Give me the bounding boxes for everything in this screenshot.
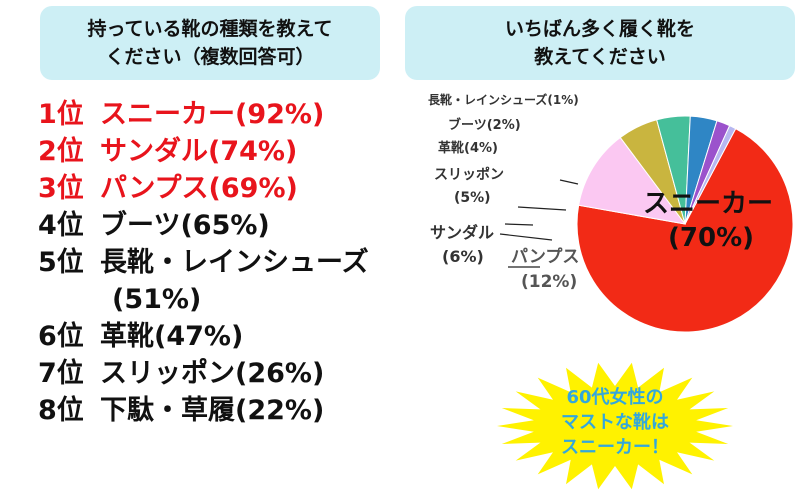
rank-label: 下駄・草履(22%): [100, 395, 325, 426]
rank-label: パンプス(69%): [100, 173, 298, 204]
sandal-percent: (6%): [442, 247, 484, 266]
rank-number: 2位: [38, 136, 84, 167]
pie-slices: [576, 115, 794, 333]
slipon-label: スリッポン: [434, 166, 504, 183]
ranking-item: 6位 革靴(47%): [38, 318, 398, 355]
rank-label: ブーツ(65%): [100, 210, 270, 241]
rank-number: 7位: [38, 358, 84, 389]
left-title-line1: 持っている靴の種類を教えて: [87, 18, 333, 40]
sneaker-label: スニーカー: [643, 189, 773, 219]
leader-line-boots: [517, 206, 567, 211]
callout-line3: スニーカー！: [561, 437, 669, 458]
rank-label: スリッポン(26%): [100, 358, 325, 389]
left-title-line2: ください（複数回答可）: [105, 46, 315, 68]
right-title-line2: 教えてください: [534, 46, 666, 68]
rank-number: 4位: [38, 210, 84, 241]
leather-label: 革靴(4%): [438, 140, 498, 156]
leader-line-rain: [559, 179, 579, 185]
right-title-line1: いちばん多く履く靴を: [504, 18, 695, 40]
ranking-item: 5位 長靴・レインシューズ (51%): [38, 244, 398, 318]
ranking-item: 7位 スリッポン(26%): [38, 355, 398, 392]
leader-line-sandal: [504, 223, 534, 226]
callout-line1: 60代女性の: [566, 386, 663, 408]
ranking-item: 1位 スニーカー(92%): [38, 96, 398, 133]
pie-slice: [578, 136, 687, 225]
burst-shape: [497, 362, 733, 490]
rank-label-continued: (51%): [112, 284, 202, 315]
rank-number: 6位: [38, 321, 84, 352]
ranking-item: 8位 下駄・草履(22%): [38, 392, 398, 429]
boots-label: ブーツ(2%): [448, 117, 521, 133]
pumps-label: パンプス: [511, 246, 579, 267]
right-panel-title: いちばん多く履く靴を 教えてください: [405, 6, 795, 80]
ranking-item: 3位 パンプス(69%): [38, 170, 398, 207]
rain-label: 長靴・レインシューズ(1%): [428, 92, 579, 107]
rank-number: 1位: [38, 99, 84, 130]
sandal-label: サンダル: [430, 223, 494, 242]
pie-chart: スニーカー (70%) パンプス (12%) サンダル (6%) スリッポン (…: [428, 92, 794, 333]
leader-line-leather: [499, 233, 553, 241]
slipon-percent: (5%): [454, 190, 491, 206]
ranking-list: 1位 スニーカー(92%) 2位 サンダル(74%) 3位 パンプス(69%) 4位ブ…: [38, 96, 398, 429]
sneaker-percent: (70%): [668, 223, 754, 253]
ranking-item: 4位 ブーツ(65%): [38, 207, 398, 244]
callout-line2: マストな靴は: [561, 411, 669, 433]
ranking-item: 2位 サンダル(74%): [38, 133, 398, 170]
rank-label: スニーカー(92%): [100, 99, 325, 130]
rank-label: サンダル(74%): [100, 136, 298, 167]
rank-label: 長靴・レインシューズ: [100, 247, 369, 278]
pie-slice: [576, 127, 794, 333]
pie-slice: [684, 124, 737, 225]
rank-number: 8位: [38, 395, 84, 426]
callout-burst: 60代女性の マストな靴は スニーカー！: [497, 362, 733, 490]
rank-number: 3位: [38, 173, 84, 204]
leader-lines: [499, 179, 579, 268]
pumps-percent: (12%): [521, 272, 577, 292]
rank-label: 革靴(47%): [100, 321, 244, 352]
left-panel-title: 持っている靴の種類を教えて ください（複数回答可）: [40, 6, 380, 80]
rank-number: 5位: [38, 247, 84, 278]
